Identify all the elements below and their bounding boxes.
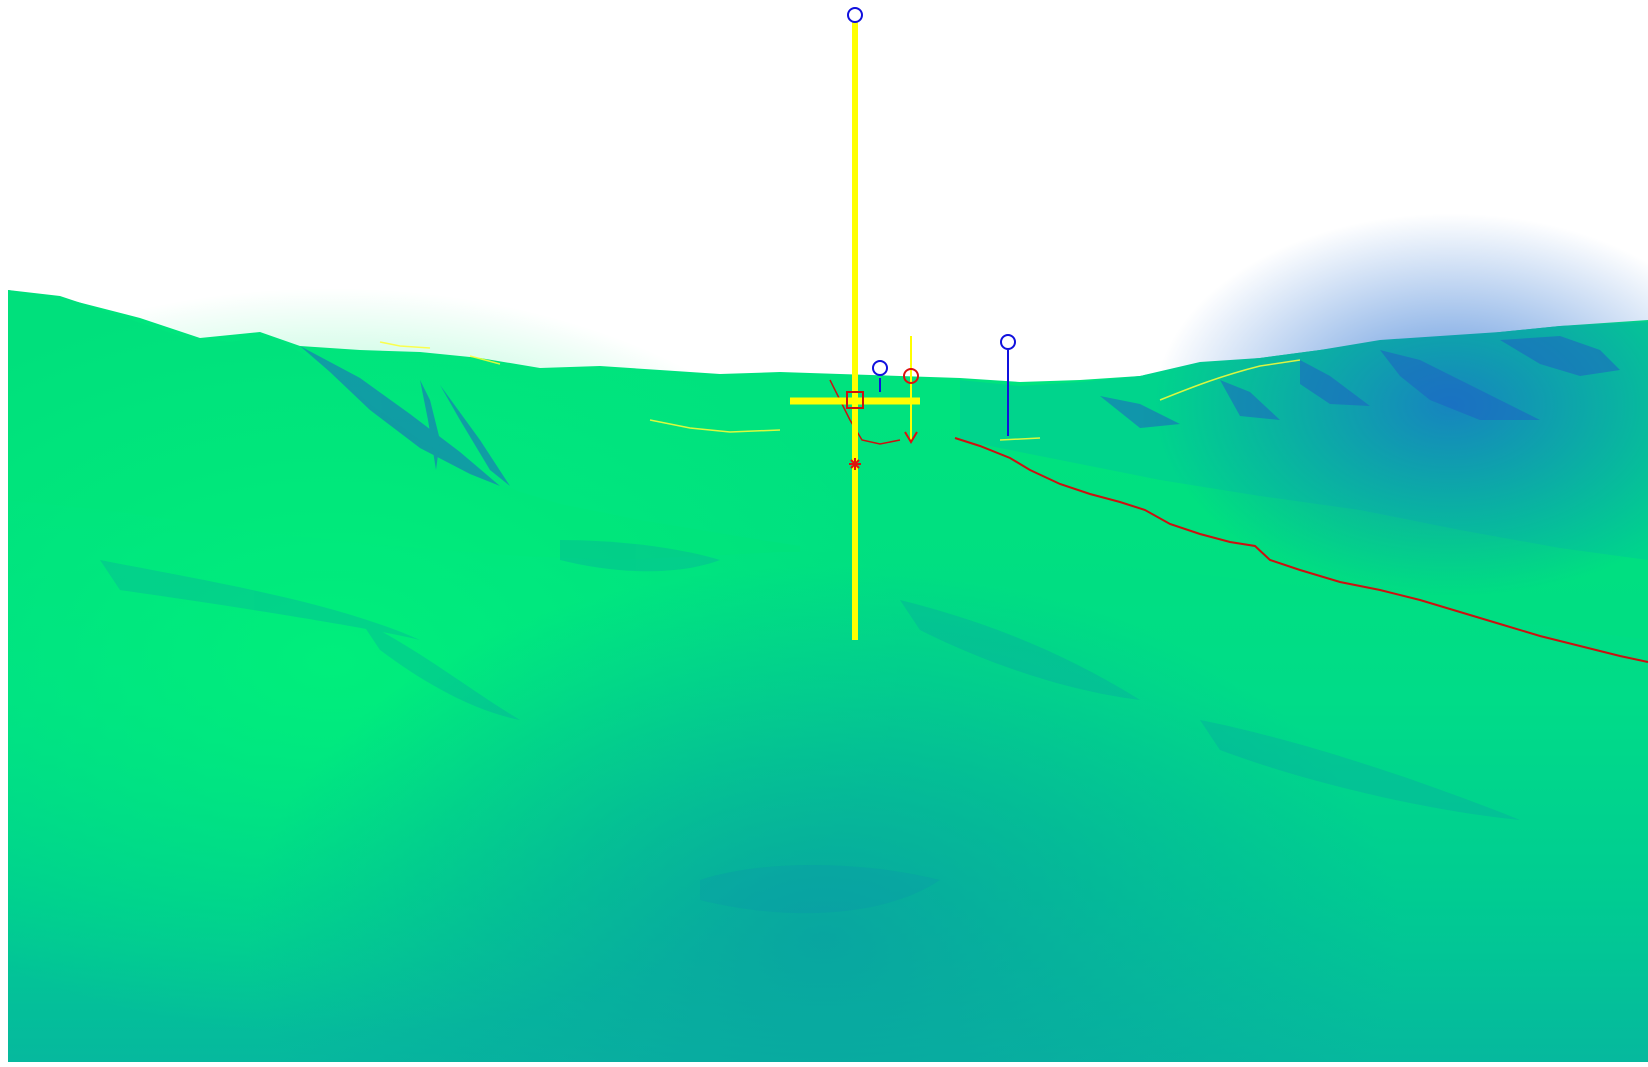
viewport-bottom-edge: [0, 1062, 1648, 1067]
viewport-left-edge: [0, 0, 8, 1067]
